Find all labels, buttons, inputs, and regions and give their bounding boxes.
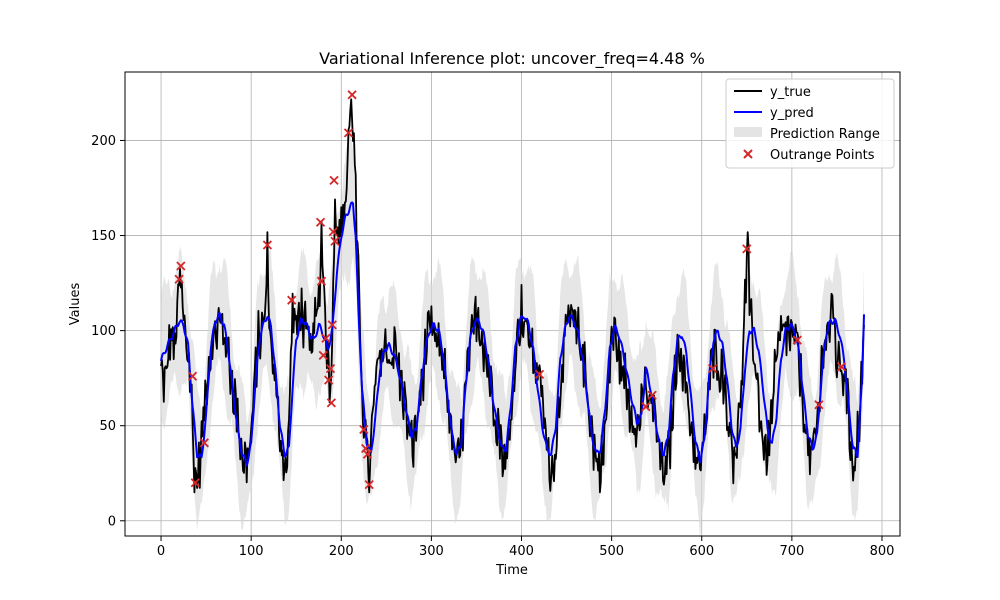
outrange-point	[647, 390, 657, 400]
outrange-point	[190, 478, 200, 488]
x-tick-label: 600	[689, 544, 714, 559]
x-tick-label: 100	[239, 544, 264, 559]
outrange-point	[330, 236, 340, 246]
outrange-point	[328, 227, 338, 237]
outrange-point	[325, 364, 336, 374]
x-tick-label: 400	[509, 544, 534, 559]
outrange-point	[360, 443, 371, 454]
y-axis: 0 50 100 150 200	[91, 134, 125, 529]
x-tick-label: 500	[599, 544, 624, 559]
outrange-point	[329, 175, 339, 186]
outrange-point	[364, 480, 374, 490]
y-tick-label: 200	[91, 134, 116, 149]
y-tick-label: 100	[91, 324, 116, 339]
outrange-point	[641, 402, 651, 412]
x-tick-label: 300	[419, 544, 444, 559]
y-axis-label: Values	[68, 283, 83, 326]
outrange-point	[318, 350, 328, 360]
outrange-point	[707, 364, 718, 374]
outrange-point	[362, 449, 373, 459]
legend-swatch-outrange-points	[743, 149, 753, 159]
legend-label-prediction-range: Prediction Range	[770, 127, 880, 142]
outrange-point	[174, 274, 184, 284]
y-pred-line	[160, 201, 865, 467]
legend-label-y-true: y_true	[770, 85, 811, 100]
legend-box	[725, 78, 895, 169]
y-tick-label: 150	[91, 229, 116, 244]
outrange-point	[326, 398, 337, 408]
outrange-point	[327, 320, 337, 330]
legend-swatch-prediction-range	[734, 127, 762, 137]
legend: y_true y_pred Prediction Range Outrange …	[725, 78, 895, 169]
legend-label-outrange-points: Outrange Points	[770, 148, 875, 163]
outrange-point	[321, 333, 331, 343]
outrange-point	[359, 424, 369, 435]
outrange-point	[534, 369, 545, 379]
outrange-points-layer	[174, 90, 847, 490]
y-tick-label: 50	[99, 419, 116, 434]
outrange-point	[316, 276, 327, 286]
outrange-point	[287, 295, 297, 305]
x-tick-label: 200	[329, 544, 354, 559]
lines-layer	[160, 98, 865, 494]
outrange-point	[324, 375, 334, 385]
outrange-point	[176, 261, 186, 271]
chart-title: Variational Inference plot: uncover_freq…	[319, 49, 705, 69]
outrange-point	[792, 335, 802, 345]
y-tick-label: 0	[108, 514, 116, 529]
x-tick-label: 700	[779, 544, 804, 559]
plot-frame	[124, 71, 901, 537]
outrange-point	[836, 362, 847, 372]
legend-label-y-pred: y_pred	[770, 106, 814, 121]
outrange-point	[347, 90, 357, 100]
outrange-point	[742, 244, 752, 254]
outrange-point	[315, 217, 326, 227]
x-tick-label: 800	[870, 544, 895, 559]
x-tick-label: 0	[157, 544, 165, 559]
outrange-point	[262, 240, 273, 250]
outrange-point	[814, 400, 824, 410]
outrange-point	[187, 371, 198, 381]
outrange-point	[199, 438, 209, 448]
x-axis-label: Time	[495, 563, 528, 578]
x-axis: 0 100 200 300 400 500 600 700 800	[157, 536, 894, 559]
outrange-point	[343, 128, 354, 138]
